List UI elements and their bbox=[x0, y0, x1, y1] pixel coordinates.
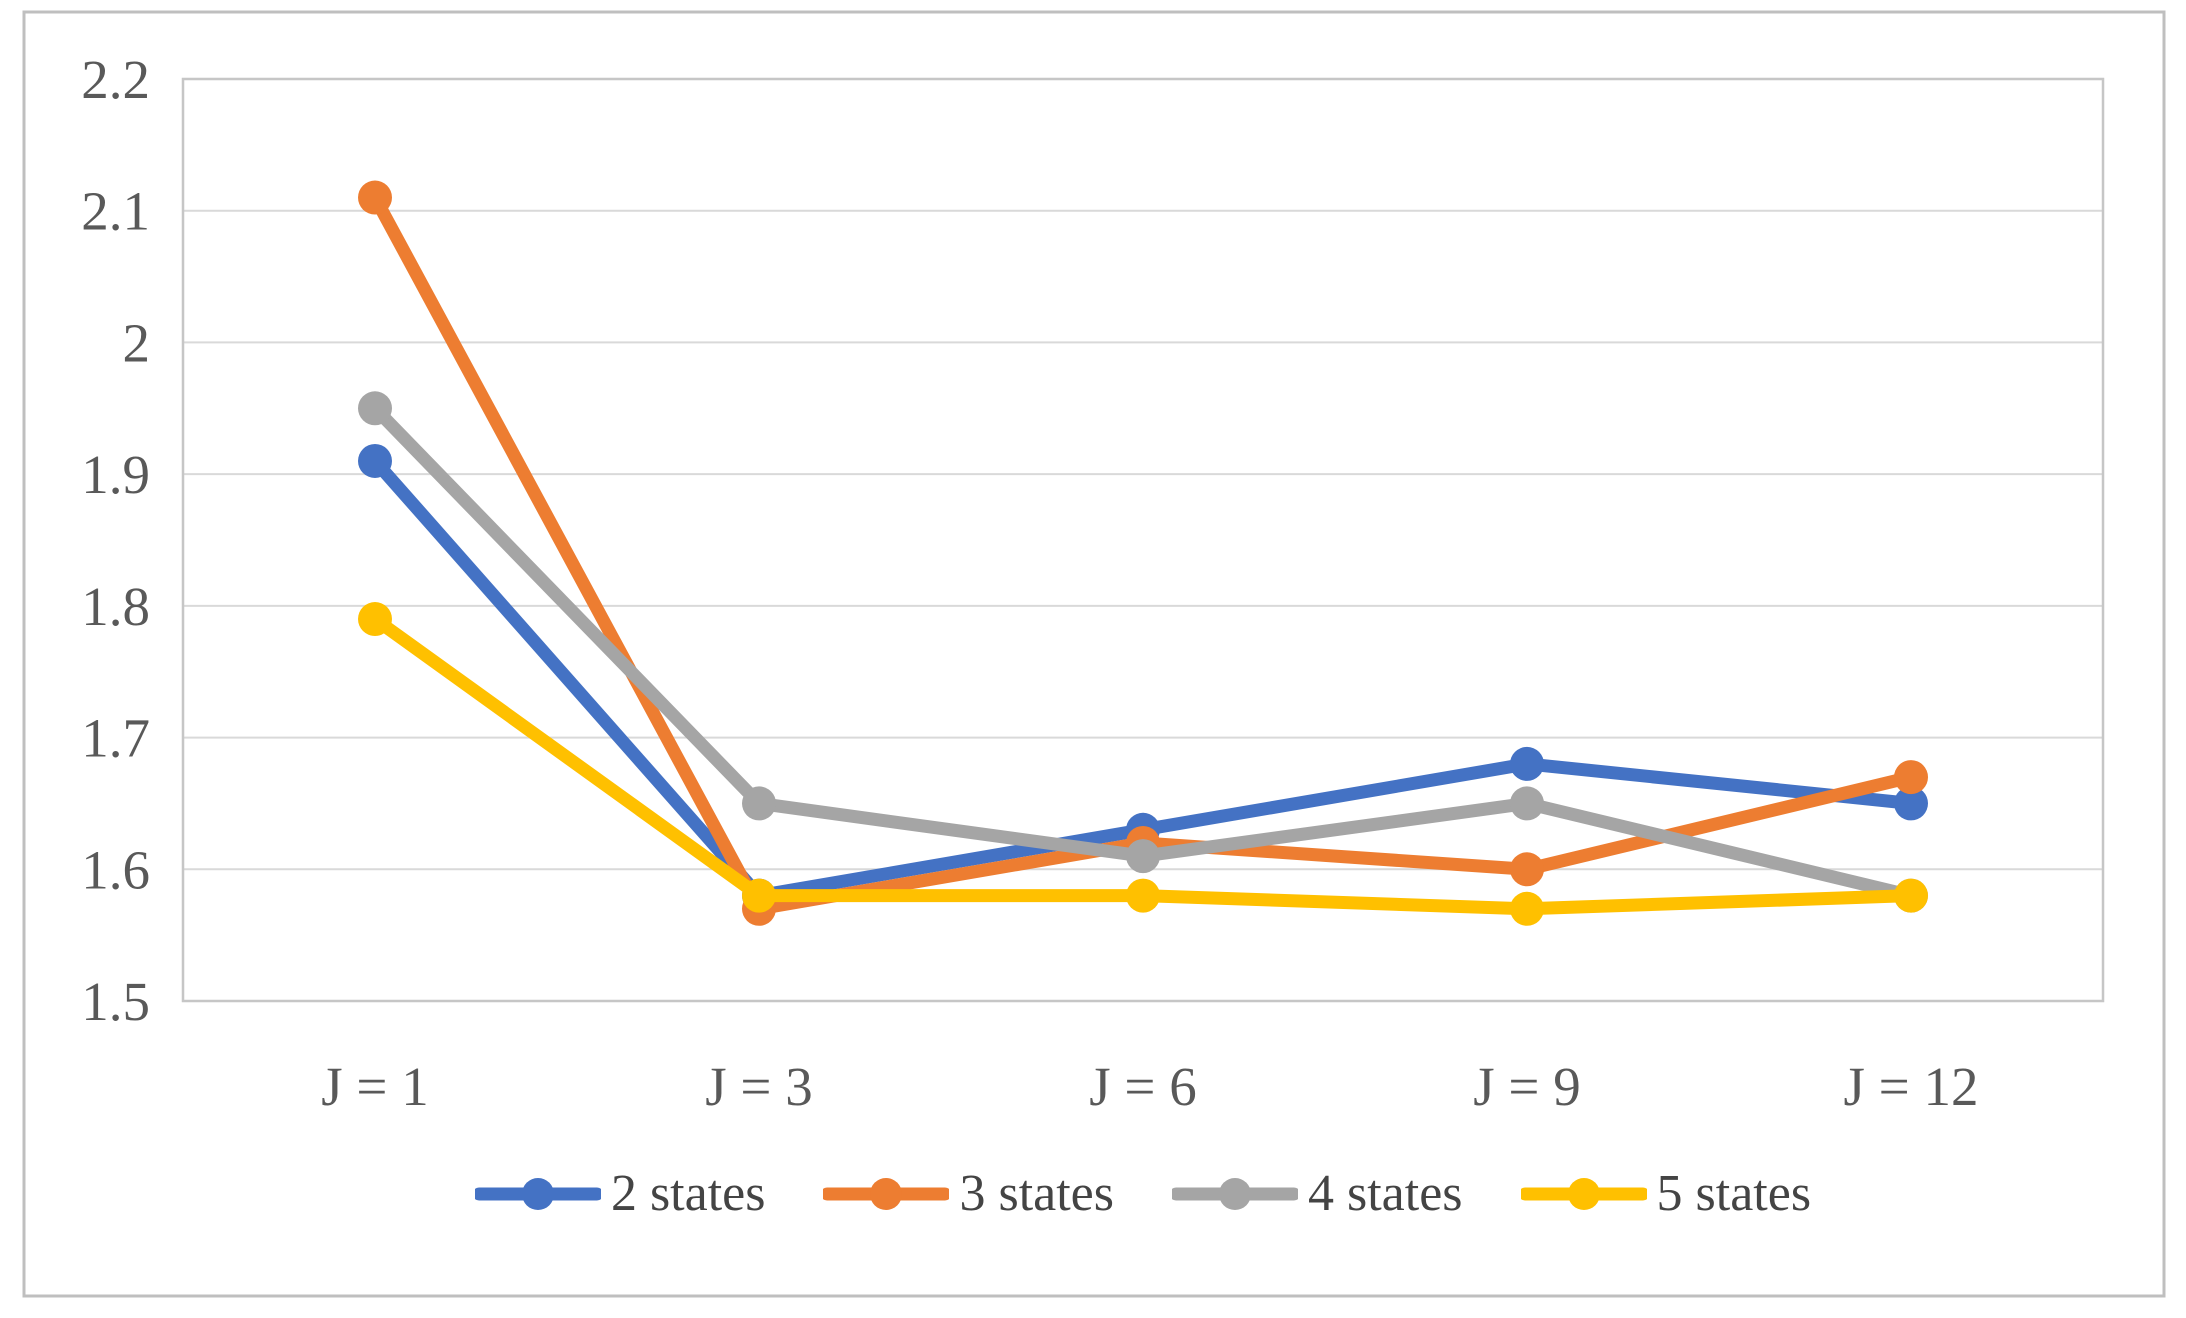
x-tick-label: J = 1 bbox=[321, 1056, 428, 1117]
y-tick-label: 1.8 bbox=[81, 576, 150, 637]
x-tick-label: J = 9 bbox=[1473, 1056, 1580, 1117]
x-tick-label: J = 12 bbox=[1844, 1056, 1979, 1117]
legend-marker-icon bbox=[1172, 1178, 1298, 1210]
y-tick-label: 2.1 bbox=[81, 181, 150, 242]
legend-label: 3 states bbox=[959, 1165, 1114, 1222]
data-point-5-states-2 bbox=[1126, 878, 1160, 913]
data-point-5-states-4 bbox=[1894, 878, 1928, 913]
data-point-3-states-0 bbox=[358, 180, 392, 215]
legend-marker-icon bbox=[823, 1178, 950, 1210]
legend-item-4-states: 4 states bbox=[1172, 1168, 1463, 1220]
y-tick-label: 2.2 bbox=[81, 49, 150, 110]
legend-item-3-states: 3 states bbox=[823, 1168, 1114, 1220]
data-point-5-states-0 bbox=[358, 602, 392, 637]
legend-label: 2 states bbox=[610, 1165, 766, 1222]
data-point-5-states-1 bbox=[742, 878, 776, 913]
legend-label: 5 states bbox=[1656, 1165, 1812, 1222]
data-point-3-states-3 bbox=[1510, 852, 1544, 887]
legend-item-2-states: 2 states bbox=[474, 1165, 766, 1222]
legend-marker-icon bbox=[474, 1178, 601, 1210]
data-point-2-states-4 bbox=[1894, 786, 1928, 821]
legend-label: 4 states bbox=[1308, 1165, 1463, 1222]
y-tick-label: 1.5 bbox=[81, 971, 150, 1032]
x-tick-label: J = 3 bbox=[705, 1056, 812, 1117]
figure-border bbox=[22, 10, 2166, 1298]
data-point-5-states-3 bbox=[1510, 891, 1544, 926]
data-point-4-states-1 bbox=[742, 786, 776, 821]
data-point-2-states-3 bbox=[1510, 746, 1544, 781]
legend-marker-icon bbox=[1520, 1178, 1647, 1210]
data-point-3-states-4 bbox=[1894, 760, 1928, 795]
data-point-4-states-3 bbox=[1510, 786, 1544, 821]
y-tick-label: 2 bbox=[123, 312, 151, 373]
y-tick-label: 1.6 bbox=[81, 839, 150, 900]
data-point-4-states-2 bbox=[1126, 839, 1160, 874]
y-tick-label: 1.7 bbox=[81, 708, 150, 769]
x-tick-label: J = 6 bbox=[1089, 1056, 1196, 1117]
y-tick-label: 1.9 bbox=[81, 444, 150, 505]
data-point-4-states-0 bbox=[358, 391, 392, 426]
chart-legend: 2 states 3 states 4 states 5 states bbox=[183, 1168, 2103, 1220]
data-point-2-states-0 bbox=[358, 443, 392, 478]
legend-item-5-states: 5 states bbox=[1520, 1165, 1812, 1222]
plot-area-border bbox=[181, 77, 2105, 1003]
